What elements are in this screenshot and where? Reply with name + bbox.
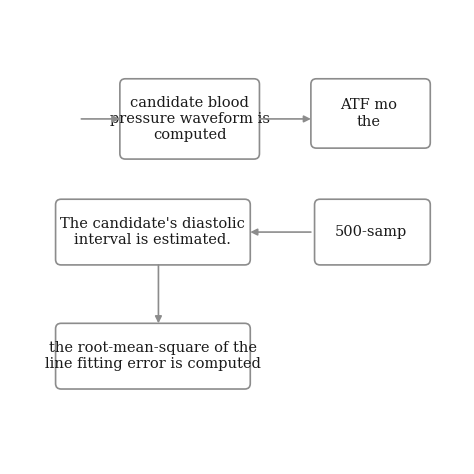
FancyBboxPatch shape <box>55 199 250 265</box>
Text: 500-samp: 500-samp <box>335 225 407 239</box>
FancyBboxPatch shape <box>120 79 259 159</box>
FancyBboxPatch shape <box>315 199 430 265</box>
FancyBboxPatch shape <box>55 323 250 389</box>
Text: candidate blood
pressure waveform is
computed: candidate blood pressure waveform is com… <box>109 96 270 142</box>
Text: The candidate's diastolic
interval is estimated.: The candidate's diastolic interval is es… <box>61 217 246 247</box>
Text: ATF mo
the: ATF mo the <box>340 98 397 128</box>
Text: the root-mean-square of the
line fitting error is computed: the root-mean-square of the line fitting… <box>45 341 261 371</box>
FancyBboxPatch shape <box>311 79 430 148</box>
